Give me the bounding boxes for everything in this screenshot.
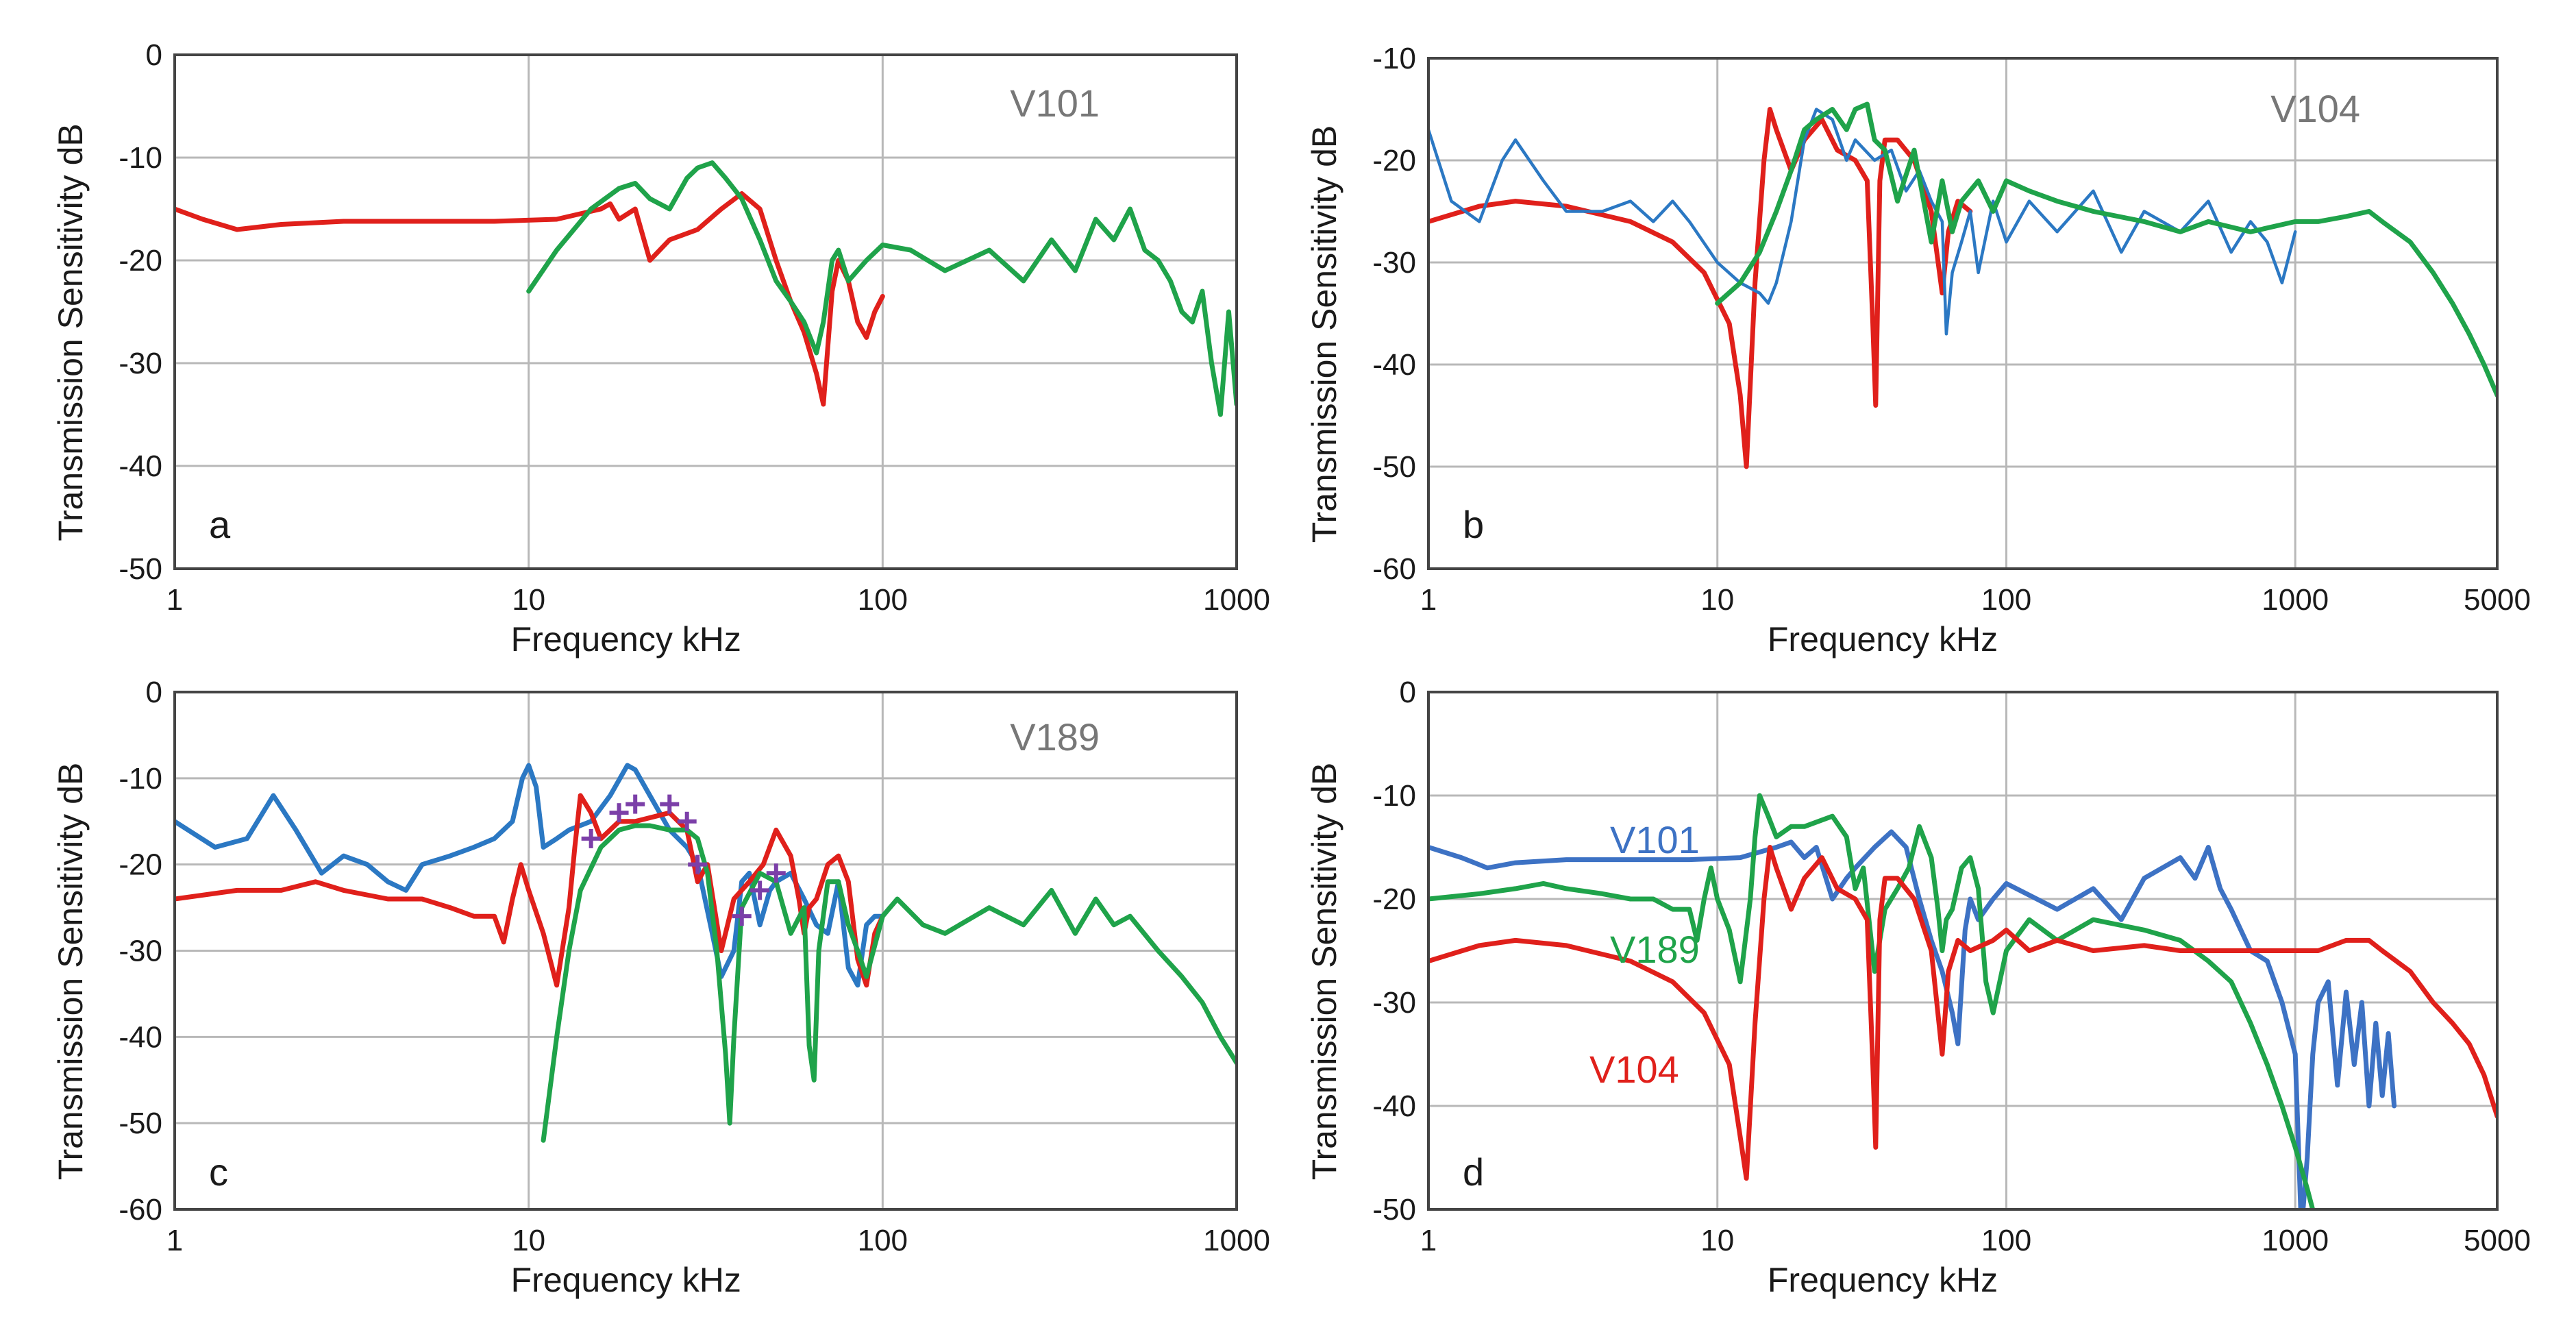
- x-axis-title: Frequency kHz: [511, 1261, 741, 1299]
- panel-letter: d: [1463, 1150, 1484, 1194]
- y-tick-label: -20: [119, 244, 162, 278]
- x-tick-label: 1000: [1203, 1224, 1270, 1257]
- y-tick-label: -50: [1372, 1193, 1416, 1227]
- y-tick-label: -10: [1372, 779, 1416, 813]
- x-tick-label: 100: [1981, 1224, 2031, 1257]
- x-tick-label: 1000: [1203, 583, 1270, 617]
- data-point-marker: [732, 907, 752, 926]
- x-tick-label: 1000: [2262, 583, 2329, 617]
- series-line-red: [175, 793, 885, 988]
- y-tick-label: -40: [1372, 1089, 1416, 1123]
- chart-svg-b: -10 -20 -30 -40 -50 -601 10 100 1000 5000 Frequenc…: [1305, 42, 2531, 658]
- chart-panel-b: -10 -20 -30 -40 -50 -60 1 10 100 1000 5000 Frequenc…: [1295, 21, 2542, 672]
- panel-letter: c: [209, 1150, 228, 1194]
- y-axis-title: Transmission Sensitivity dB: [1305, 763, 1343, 1180]
- y-tick-label: -40: [119, 1020, 162, 1054]
- data-point-marker: [750, 880, 770, 900]
- x-tick-label: 10: [512, 583, 545, 617]
- series-line-green: [1715, 101, 2497, 398]
- x-axis-title: Frequency kHz: [1768, 620, 1998, 658]
- y-tick-label: -60: [119, 1193, 162, 1227]
- vessel-id-label: V189: [1010, 715, 1100, 759]
- data-point-marker: [677, 811, 697, 831]
- y-tick-label: 0: [146, 676, 162, 709]
- plot-frame: [173, 691, 1238, 1211]
- x-tick-label: 100: [858, 583, 908, 617]
- chart-svg-a: 0 -10 -20 -30 -40 -501 10 100 1000 Frequency kHz T…: [51, 38, 1270, 658]
- plot-frame: [173, 53, 1238, 570]
- x-tick-label: 1: [1420, 1224, 1437, 1257]
- series-line-blue: [1428, 108, 2297, 336]
- y-axis-title: Transmission Sensitivity dB: [1305, 125, 1343, 543]
- y-tick-label: -30: [119, 935, 162, 968]
- x-tick-label: 100: [1981, 583, 2031, 617]
- y-tick-label: -20: [119, 848, 162, 882]
- y-tick-label: -10: [119, 141, 162, 175]
- data-point-marker: [688, 854, 708, 874]
- chart-svg-d: 0 -10 -20 -30 -40 -501 10 100 1000 5000 Frequency …: [1305, 676, 2531, 1299]
- x-tick-label: 10: [512, 1224, 545, 1257]
- x-tick-label: 5000: [2464, 583, 2531, 617]
- y-tick-label: -60: [1372, 552, 1416, 586]
- x-axis-title: Frequency kHz: [511, 620, 741, 658]
- y-tick-label: -50: [119, 1107, 162, 1140]
- x-tick-label: 1000: [2262, 1224, 2329, 1257]
- series-line-v104: [1428, 845, 2497, 1181]
- y-tick-label: -50: [1372, 450, 1416, 484]
- plot-frame: [1427, 57, 2499, 570]
- chart-svg-c: 0 -10 -20 -30 -40 -50 -601 10 100 1000 Frequency k…: [51, 676, 1270, 1299]
- series-line-green: [541, 823, 1237, 1143]
- data-point-marker: [766, 863, 786, 883]
- data-point-marker: [581, 828, 601, 848]
- chart-panel-a: 0 -10 -20 -30 -40 -50 1 10 100 1000 Frequency kHz T…: [41, 21, 1288, 672]
- y-tick-label: -20: [1372, 883, 1416, 916]
- y-tick-label: -30: [119, 347, 162, 380]
- vessel-id-label: V101: [1010, 82, 1100, 125]
- y-tick-label: -40: [1372, 348, 1416, 382]
- x-axis-title: Frequency kHz: [1768, 1261, 1998, 1299]
- chart-panel-d: 0 -10 -20 -30 -40 -50 1 10 100 1000 5000 Frequency …: [1295, 675, 2542, 1326]
- y-tick-label: 0: [1400, 676, 1416, 709]
- x-tick-label: 1: [1420, 583, 1437, 617]
- y-tick-label: -30: [1372, 986, 1416, 1020]
- panel-letter: b: [1463, 503, 1484, 546]
- y-tick-label: 0: [146, 38, 162, 72]
- plot-frame: [1427, 691, 2499, 1211]
- x-tick-label: 10: [1700, 583, 1734, 617]
- x-tick-label: 5000: [2464, 1224, 2531, 1257]
- series-line-v189: [1428, 793, 2316, 1209]
- series-line-v101: [1428, 829, 2397, 1209]
- y-tick-label: -50: [119, 552, 162, 586]
- y-tick-label: -30: [1372, 246, 1416, 280]
- chart-panel-c: 0 -10 -20 -30 -40 -50 -60 1 10 100 1000 Frequency k…: [41, 675, 1288, 1326]
- x-tick-label: 100: [858, 1224, 908, 1257]
- data-point-marker: [626, 794, 645, 814]
- data-point-marker: [609, 803, 629, 823]
- series-line-red: [175, 191, 885, 407]
- y-tick-label: -40: [119, 449, 162, 483]
- y-tick-label: -10: [1372, 42, 1416, 75]
- panel-letter: a: [209, 503, 231, 546]
- data-point-marker: [660, 794, 680, 814]
- x-tick-label: 10: [1700, 1224, 1734, 1257]
- series-name-label: V101: [1610, 818, 1700, 861]
- x-tick-label: 1: [166, 583, 183, 617]
- vessel-id-label: V104: [2270, 87, 2360, 130]
- y-tick-label: -10: [119, 762, 162, 796]
- series-name-label: V104: [1589, 1048, 1679, 1091]
- series-name-label: V189: [1610, 928, 1700, 971]
- y-axis-title: Transmission Sensitivity dB: [51, 123, 90, 541]
- y-axis-title: Transmission Sensitivity dB: [51, 763, 90, 1180]
- x-tick-label: 1: [166, 1224, 183, 1257]
- series-line-green: [526, 160, 1237, 417]
- y-tick-label: -20: [1372, 144, 1416, 177]
